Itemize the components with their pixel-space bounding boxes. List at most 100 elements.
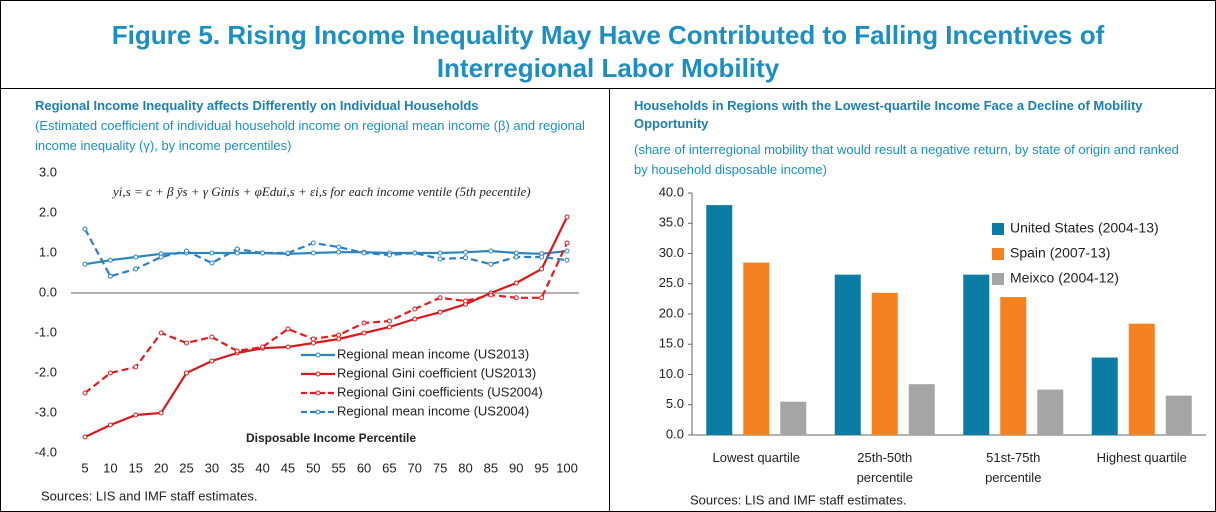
legend-label: Meixco (2004-12) bbox=[1010, 270, 1119, 286]
point bbox=[336, 332, 342, 338]
x-tick-label: 45 bbox=[281, 460, 295, 475]
x-tick-label: 70 bbox=[408, 460, 422, 475]
point bbox=[285, 250, 291, 256]
x-tick-label: 30 bbox=[205, 460, 219, 475]
point bbox=[386, 252, 392, 258]
x-tick-label: 40 bbox=[255, 460, 269, 475]
legend-marker bbox=[315, 371, 321, 377]
point bbox=[82, 390, 88, 396]
point bbox=[234, 250, 240, 256]
y-tick-label: -4.0 bbox=[35, 444, 57, 459]
y-tick-label: 15.0 bbox=[659, 336, 684, 351]
right-chart: Households in Regions with the Lowest-qu… bbox=[609, 89, 1206, 511]
left-chart: Regional Income Inequality affects Diffe… bbox=[35, 98, 585, 503]
point bbox=[107, 422, 113, 428]
point bbox=[564, 257, 570, 263]
x-tick-label: 55 bbox=[331, 460, 345, 475]
source: Sources: LIS and IMF staff estimates. bbox=[41, 488, 258, 503]
y-tick-label: 40.0 bbox=[659, 184, 684, 199]
bar bbox=[1000, 297, 1027, 435]
point bbox=[412, 250, 418, 256]
legend-label: Regional Gini coefficients (US2004) bbox=[337, 384, 543, 399]
point bbox=[361, 330, 367, 336]
point bbox=[209, 334, 215, 340]
bar bbox=[1037, 389, 1064, 435]
point bbox=[386, 318, 392, 324]
point bbox=[234, 246, 240, 252]
x-tick-label: 25 bbox=[179, 460, 193, 475]
legend-swatch bbox=[992, 248, 1004, 260]
point bbox=[82, 226, 88, 232]
point bbox=[158, 330, 164, 336]
point bbox=[285, 344, 291, 350]
point bbox=[310, 340, 316, 346]
bar bbox=[834, 274, 861, 435]
legend-label: Regional mean income (US2013) bbox=[337, 346, 529, 361]
point bbox=[260, 344, 266, 350]
y-tick-label: 30.0 bbox=[659, 245, 684, 260]
point bbox=[133, 266, 139, 272]
x-tick-label: 85 bbox=[484, 460, 498, 475]
x-tick-label: 15 bbox=[129, 460, 143, 475]
point bbox=[488, 292, 494, 298]
point bbox=[564, 214, 570, 220]
point bbox=[133, 254, 139, 260]
y-tick-label: -2.0 bbox=[35, 364, 57, 379]
point bbox=[437, 309, 443, 315]
y-tick-label: 35.0 bbox=[659, 215, 684, 230]
point bbox=[107, 257, 113, 263]
point bbox=[260, 250, 266, 256]
bar bbox=[743, 262, 770, 435]
point bbox=[285, 326, 291, 332]
legend-label: Regional mean income (US2004) bbox=[337, 403, 529, 418]
point bbox=[133, 364, 139, 370]
chart-subtitle: (Estimated coefficient of individual hou… bbox=[35, 118, 585, 153]
y-tick-label: 1.0 bbox=[39, 244, 57, 259]
x-tick-label: 50 bbox=[306, 460, 320, 475]
legend-marker bbox=[315, 352, 321, 358]
x-tick-label: 25th-50th percentile bbox=[857, 450, 913, 485]
legend-label: United States (2004-13) bbox=[1010, 220, 1159, 236]
point bbox=[361, 250, 367, 256]
point bbox=[107, 273, 113, 279]
series-line bbox=[84, 228, 568, 278]
point bbox=[209, 260, 215, 266]
legend-swatch bbox=[992, 223, 1004, 235]
point bbox=[386, 324, 392, 330]
point bbox=[412, 316, 418, 322]
x-tick-label: 35 bbox=[230, 460, 244, 475]
point bbox=[310, 336, 316, 342]
legend-label: Regional Gini coefficient (US2013) bbox=[337, 365, 536, 380]
point bbox=[209, 250, 215, 256]
chart-title: Regional Income Inequality affects Diffe… bbox=[35, 98, 479, 113]
x-tick-label: 10 bbox=[103, 460, 117, 475]
point bbox=[564, 248, 570, 254]
y-tick-label: 0.0 bbox=[39, 284, 57, 299]
point bbox=[336, 249, 342, 255]
point bbox=[107, 370, 113, 376]
y-tick-label: 10.0 bbox=[659, 366, 684, 381]
point bbox=[158, 254, 164, 260]
point bbox=[133, 412, 139, 418]
point bbox=[488, 261, 494, 267]
point bbox=[513, 295, 519, 301]
point bbox=[183, 248, 189, 254]
y-tick-label: -3.0 bbox=[35, 404, 57, 419]
figure-title: Figure 5. Rising Income Inequality May H… bbox=[1, 1, 1215, 89]
x-tick-label: 20 bbox=[154, 460, 168, 475]
legend-marker bbox=[315, 409, 321, 415]
x-tick-label: 90 bbox=[509, 460, 523, 475]
bar bbox=[780, 401, 807, 435]
y-tick-label: 3.0 bbox=[39, 164, 57, 179]
point bbox=[183, 340, 189, 346]
point bbox=[361, 320, 367, 326]
source: Sources: LIS and IMF staff estimates. bbox=[690, 492, 907, 507]
point bbox=[158, 410, 164, 416]
point bbox=[336, 336, 342, 342]
point bbox=[412, 306, 418, 312]
x-tick-label: 75 bbox=[433, 460, 447, 475]
point bbox=[209, 358, 215, 364]
series-line bbox=[84, 216, 568, 438]
point bbox=[234, 348, 240, 354]
bar bbox=[963, 274, 990, 435]
